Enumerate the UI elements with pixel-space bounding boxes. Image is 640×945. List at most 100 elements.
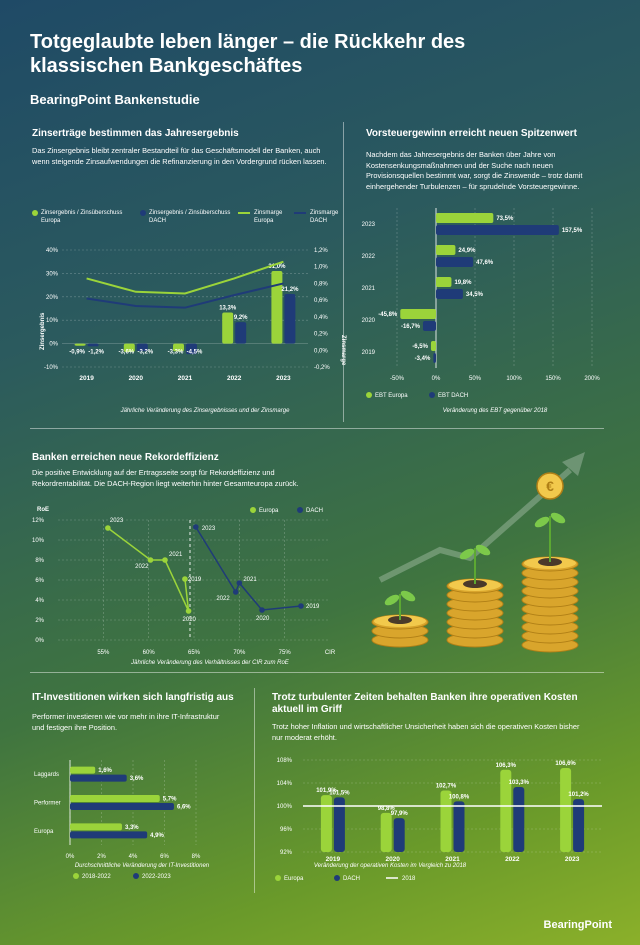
ebt-data-label: -6,5% [412,344,428,350]
zins-data-label: -0,9% [69,350,85,356]
ebt-category-label: 2022 [362,254,376,260]
roe-ytick-label: 4% [35,598,44,604]
zins-bar [87,343,99,347]
zins-data-label: -1,2% [88,350,104,356]
zins-data-label: -3,2% [137,350,153,356]
it-bar [70,774,127,782]
ebt-bar [430,341,436,351]
zins-ytick-label: 40% [46,248,59,254]
roe-point [232,589,239,595]
ebt-data-label: 47,6% [476,260,494,266]
zins-data-label: -3,6% [118,350,134,356]
ebt-data-label: 19,8% [454,280,472,286]
kosten-bar [560,768,572,852]
zins-ytick-label: -10% [44,365,59,371]
roe-point-label: 2021 [169,552,183,558]
roe-caption: Jährliche Veränderung des Verhältnisses … [131,660,289,666]
kosten-data-label: 102,7% [436,783,457,789]
zins-data-label: 13,3% [219,305,237,311]
ebt-xtick-label: 100% [506,376,522,382]
roe-point-label: 2022 [135,564,149,570]
zins-legend-label: Europa [41,218,61,224]
roe-point [236,580,243,586]
zins-ytick-label: 20% [46,295,59,301]
roe-series-line [195,526,302,611]
roe-point-label: 2023 [202,526,216,532]
ebt-category-label: 2023 [362,222,376,228]
roe-ytick-label: 0% [35,638,44,644]
euro-symbol: € [546,478,554,494]
kosten-data-label: 98,8% [378,806,396,812]
roe-point [185,608,192,614]
ebt-caption: Veränderung des EBT gegenüber 2018 [442,408,548,414]
it-title: IT-Investitionen wirken sich langfristig… [32,692,234,703]
roe-point [259,607,265,613]
zins-text: Das Zinsergebnis bleibt zentraler Bestan… [32,146,327,166]
roe-point-label: 2022 [216,596,230,602]
roe-ytick-label: 2% [35,618,44,624]
ebt-legend-marker [366,392,372,398]
kosten-bar [320,795,332,852]
it-xtick-label: 8% [192,854,201,860]
it-category-label: Performer [34,801,61,807]
zins-xtick-label: 2023 [276,375,291,382]
it-xtick-label: 4% [129,854,138,860]
zins-y2tick-label: 0,0% [314,348,328,354]
zins-bar [74,343,86,346]
ebt-bar [400,309,436,319]
it-bar [70,831,148,839]
ebt-category-label: 2020 [362,318,376,324]
ebt-xtick-label: 0% [432,376,441,382]
ebt-bar [422,321,436,331]
growth-arrow [378,467,572,583]
kosten-xtick-label: 2019 [326,856,341,863]
plant-large-leaf [534,516,550,528]
kosten-data-label: 101,2% [568,792,589,798]
kosten-xtick-label: 2021 [445,856,460,863]
brand-logo: BearingPoint [543,919,612,931]
it-data-label: 4,9% [150,833,164,839]
roe-point-label: 2021 [243,577,257,583]
ebt-bar [436,245,456,255]
kosten-data-label: 97,9% [391,811,409,817]
zins-bar [136,343,148,352]
roe-point-label: 2019 [188,577,202,583]
zins-y2tick-label: 0,6% [314,298,328,304]
zins-data-label: 21,2% [281,287,299,293]
zins-legend-label: DACH [149,218,166,224]
page-subtitle: BearingPoint Bankenstudie [30,92,200,107]
it-category-label: Laggards [34,772,59,778]
zins-margin-line [86,282,284,309]
roe-point [105,525,111,531]
it-bar [70,795,160,802]
roe-point [193,524,199,530]
roe-xtick-label: 55% [97,650,110,656]
ebt-text: Nachdem das Jahresergebnis der Banken üb… [366,150,583,191]
zins-bar [284,293,296,344]
zins-xtick-label: 2020 [129,375,144,382]
ebt-bar [436,289,463,299]
ebt-category-label: 2019 [362,350,376,356]
kosten-ytick-label: 92% [280,850,293,856]
ebt-data-label: 73,5% [496,216,514,222]
zins-y2tick-label: 1,0% [314,265,328,271]
ebt-legend-label: EBT DACH [438,393,468,399]
ebt-data-label: 34,5% [466,292,484,298]
kosten-ytick-label: 108% [277,758,293,764]
zins-xtick-label: 2021 [178,375,193,382]
zins-y2tick-label: 1,2% [314,248,328,254]
zins-legend-label: Europa [254,218,274,224]
kosten-data-label: 103,3% [509,780,530,786]
roe-point-label: 2019 [306,604,320,610]
roe-ytick-label: 8% [35,558,44,564]
roe-ytick-label: 6% [35,578,44,584]
plant-small-leaf [384,594,400,606]
it-legend-marker [133,873,139,879]
ebt-legend-marker [429,392,435,398]
it-bar [70,803,174,810]
ebt-bar [433,353,436,363]
roe-xtick-label: 65% [188,650,201,656]
roe-legend-marker [250,507,256,513]
roe-point [147,557,154,563]
